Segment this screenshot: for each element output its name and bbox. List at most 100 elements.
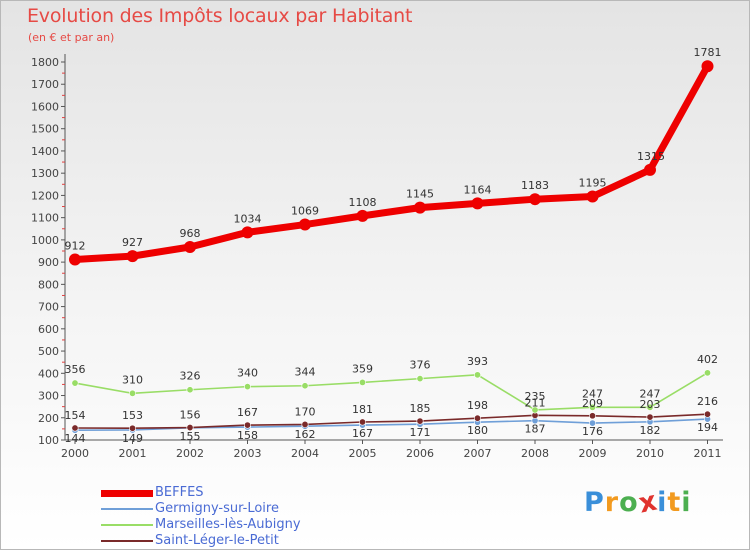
data-label-0: 912 xyxy=(65,239,86,252)
y-tick-label: 1600 xyxy=(31,100,59,113)
logo-letter: r xyxy=(604,487,620,518)
data-label-2: 247 xyxy=(640,387,661,400)
data-label-1: 182 xyxy=(640,424,661,437)
data-point-2 xyxy=(588,403,596,411)
data-label-2: 247 xyxy=(582,387,603,400)
data-label-3: 181 xyxy=(352,403,373,416)
data-label-2: 326 xyxy=(180,370,201,383)
data-point-0 xyxy=(69,253,81,266)
y-tick-label: 1200 xyxy=(31,189,59,202)
y-tick-label: 1800 xyxy=(31,56,59,69)
y-tick-label: 400 xyxy=(38,367,59,380)
data-label-1: 158 xyxy=(237,429,258,442)
logo-letter: i xyxy=(681,487,692,518)
data-label-2: 359 xyxy=(352,362,373,375)
data-point-3 xyxy=(244,421,252,429)
data-label-2: 356 xyxy=(65,363,86,376)
data-point-0 xyxy=(701,60,714,73)
data-label-1: 180 xyxy=(467,424,488,437)
legend-swatch xyxy=(101,524,153,526)
data-point-1 xyxy=(588,419,596,427)
data-label-3: 209 xyxy=(582,397,603,410)
data-label-0: 1183 xyxy=(521,179,549,192)
data-label-3: 170 xyxy=(295,405,316,418)
data-point-3 xyxy=(129,424,137,432)
x-tick-label: 2003 xyxy=(234,447,262,460)
data-point-2 xyxy=(646,403,654,411)
x-tick-label: 2007 xyxy=(464,447,492,460)
data-point-3 xyxy=(186,424,194,432)
data-label-1: 176 xyxy=(582,425,603,438)
x-tick-label: 2001 xyxy=(119,447,147,460)
data-label-2: 402 xyxy=(697,353,718,366)
data-point-3 xyxy=(301,420,309,428)
data-label-0: 1034 xyxy=(234,212,262,225)
data-point-2 xyxy=(129,389,137,397)
legend-label: BEFFES xyxy=(155,485,204,500)
data-label-0: 1781 xyxy=(694,46,722,59)
chart-title: Evolution des Impôts locaux par Habitant xyxy=(27,5,413,27)
data-point-3 xyxy=(703,410,711,418)
data-point-0 xyxy=(529,193,541,206)
logo-letter: i xyxy=(657,487,668,518)
data-label-0: 927 xyxy=(122,236,143,249)
data-point-0 xyxy=(299,218,311,231)
y-tick-label: 1400 xyxy=(31,145,59,158)
data-label-3: 211 xyxy=(525,396,546,409)
data-point-2 xyxy=(301,382,309,390)
data-label-0: 1195 xyxy=(579,177,607,190)
x-tick-label: 2008 xyxy=(521,447,549,460)
x-tick-label: 2011 xyxy=(694,447,722,460)
data-point-0 xyxy=(126,250,139,263)
y-tick-label: 1100 xyxy=(31,212,59,225)
data-point-3 xyxy=(473,414,481,422)
data-point-0 xyxy=(414,201,426,214)
legend-swatch xyxy=(101,490,153,497)
data-label-1: 144 xyxy=(65,432,86,445)
data-label-3: 154 xyxy=(65,409,86,422)
y-tick-label: 1500 xyxy=(31,123,59,136)
data-label-2: 376 xyxy=(410,359,431,372)
proxiti-logo: Proxiti xyxy=(584,485,692,519)
legend-swatch xyxy=(101,508,153,510)
data-label-2: 340 xyxy=(237,367,258,380)
y-tick-label: 300 xyxy=(38,390,59,403)
logo-letter: t xyxy=(667,487,682,518)
data-point-2 xyxy=(531,406,539,414)
x-tick-label: 2009 xyxy=(579,447,607,460)
data-label-2: 310 xyxy=(122,373,143,386)
x-tick-label: 2006 xyxy=(406,447,434,460)
data-point-3 xyxy=(416,417,424,425)
legend-label: Germigny-sur-Loire xyxy=(155,501,279,516)
data-point-2 xyxy=(358,378,366,386)
data-point-0 xyxy=(356,209,369,222)
y-tick-label: 900 xyxy=(38,256,59,269)
data-label-2: 393 xyxy=(467,355,488,368)
y-tick-label: 600 xyxy=(38,323,59,336)
data-point-2 xyxy=(244,383,252,391)
data-point-3 xyxy=(71,424,79,432)
y-tick-label: 1000 xyxy=(31,234,59,247)
data-point-2 xyxy=(473,371,481,379)
data-point-3 xyxy=(588,412,596,420)
x-tick-label: 2004 xyxy=(291,447,319,460)
data-label-3: 216 xyxy=(697,395,718,408)
data-label-3: 156 xyxy=(180,409,201,422)
data-label-3: 153 xyxy=(122,409,143,422)
series-line-0 xyxy=(71,62,711,263)
logo-letter: P xyxy=(584,487,605,518)
data-label-3: 167 xyxy=(237,406,258,419)
data-label-1: 167 xyxy=(352,427,373,440)
data-label-2: 235 xyxy=(525,390,546,403)
x-tick-label: 2002 xyxy=(176,447,204,460)
data-label-0: 1069 xyxy=(291,205,319,218)
data-label-3: 185 xyxy=(410,402,431,415)
data-label-0: 1145 xyxy=(406,188,434,201)
data-point-2 xyxy=(416,375,424,383)
y-tick-label: 100 xyxy=(38,434,59,447)
data-label-3: 203 xyxy=(640,398,661,411)
logo-letter: o xyxy=(619,487,639,518)
x-tick-label: 2005 xyxy=(349,447,377,460)
y-tick-label: 700 xyxy=(38,301,59,314)
